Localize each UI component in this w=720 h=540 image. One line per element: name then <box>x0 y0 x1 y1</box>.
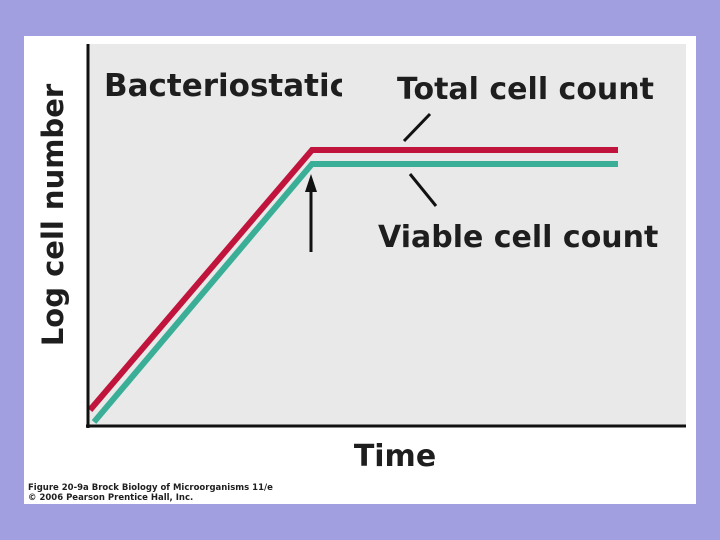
viable-label: Viable cell count <box>378 220 658 255</box>
total-label: Total cell count <box>397 72 654 107</box>
figure-title: Bacteriostatic <box>104 68 348 104</box>
x-axis-label: Time <box>354 439 436 474</box>
caption-line: Figure 20-9a Brock Biology of Microorgan… <box>28 483 273 493</box>
total-count-line <box>87 147 618 412</box>
viable-pointer <box>408 173 438 207</box>
viable-count-line <box>91 161 618 424</box>
plot-area <box>88 44 686 426</box>
arrow-head <box>305 174 317 192</box>
total-pointer <box>402 112 432 143</box>
y-axis-label: Log cell number <box>36 83 70 346</box>
caption-line: © 2006 Pearson Prentice Hall, Inc. <box>28 493 193 503</box>
